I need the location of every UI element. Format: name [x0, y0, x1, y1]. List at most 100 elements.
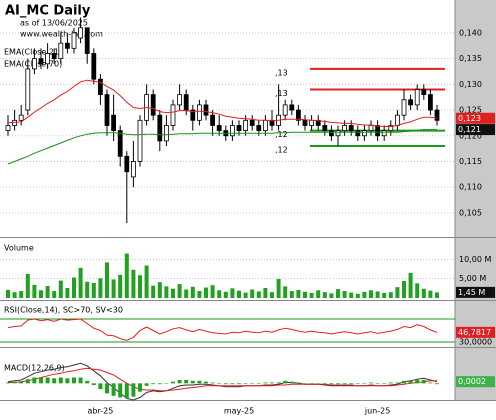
bar: [415, 283, 420, 298]
candle-body: [381, 130, 387, 137]
bar: [25, 379, 30, 384]
y-tick-label: 0,130: [459, 80, 482, 89]
bar: [217, 383, 222, 384]
bar: [52, 378, 57, 384]
candle-body: [163, 125, 169, 142]
y-tick-label: 0,135: [459, 54, 482, 63]
candle-body: [401, 99, 407, 116]
bar: [322, 292, 327, 298]
candle-body: [229, 125, 235, 137]
bar: [157, 282, 162, 298]
series-line: [8, 367, 437, 392]
bar: [105, 383, 109, 394]
value-label-box: [456, 124, 495, 136]
candle-body: [328, 130, 334, 137]
candle-body: [309, 119, 315, 126]
bar: [369, 290, 373, 298]
candle-body: [414, 89, 420, 106]
candle-body: [368, 125, 374, 132]
bar: [91, 383, 96, 385]
bar: [362, 383, 367, 384]
bar: [6, 382, 10, 384]
bar: [303, 291, 307, 298]
bar: [349, 383, 354, 385]
bar: [39, 290, 43, 298]
bar: [342, 383, 347, 385]
value-label-box: [456, 112, 495, 124]
value-label: 46,7817: [458, 328, 491, 337]
bar: [375, 291, 380, 298]
bar: [151, 383, 156, 385]
bar: [105, 262, 109, 298]
candle-body: [361, 130, 367, 137]
bar: [263, 382, 268, 384]
candle-body: [157, 114, 163, 142]
candle-body: [32, 58, 37, 70]
bar: [223, 383, 228, 385]
candle-body: [137, 119, 143, 162]
value-label: 0,0002: [458, 377, 486, 386]
bar: [91, 282, 96, 298]
bar: [190, 286, 195, 298]
level-label: ,12: [275, 146, 288, 155]
candle-body: [342, 125, 348, 132]
bar: [98, 278, 103, 298]
panel-title: RSI(Close,14), SC>70, SV<30: [4, 306, 123, 315]
candle-body: [243, 119, 249, 132]
bar: [395, 382, 400, 384]
candle-body: [91, 53, 97, 80]
candle-body: [427, 94, 433, 111]
candle-body: [5, 125, 11, 132]
bar: [210, 382, 215, 384]
bar: [289, 381, 294, 384]
candle-body: [104, 94, 110, 126]
candle-body: [394, 114, 400, 126]
legend-entry: EMA(Close,21): [4, 48, 62, 57]
candle-body: [262, 119, 268, 132]
bar: [12, 381, 17, 384]
bar: [435, 383, 439, 385]
y-tick-label: 0,140: [459, 28, 482, 37]
y-tick-label: 0,120: [459, 131, 482, 140]
bar: [408, 380, 413, 384]
bar: [402, 380, 406, 384]
bar: [322, 383, 327, 385]
series-line: [7, 129, 437, 165]
bar: [230, 288, 235, 298]
bar: [276, 279, 281, 298]
candle-body: [322, 125, 328, 132]
bar: [309, 383, 314, 384]
candle-body: [183, 94, 189, 111]
bar: [32, 377, 37, 384]
bar: [164, 383, 169, 384]
bar: [408, 272, 413, 298]
bar: [210, 285, 215, 298]
bar: [237, 290, 241, 298]
value-label-box: [456, 376, 495, 388]
candle-body: [130, 161, 136, 178]
bar: [395, 287, 400, 298]
bar: [85, 281, 90, 298]
candle-body: [289, 104, 295, 111]
bar: [138, 275, 142, 298]
bar: [204, 287, 208, 298]
bar: [263, 287, 268, 298]
y-tick-label: 30,0000: [459, 338, 492, 347]
bar: [230, 383, 235, 385]
candle-body: [51, 53, 57, 60]
bar: [283, 286, 288, 298]
bar: [382, 292, 387, 298]
bar: [52, 291, 57, 298]
bar: [197, 291, 202, 298]
bar: [223, 291, 228, 298]
bar: [329, 383, 334, 385]
bar: [98, 383, 103, 390]
bar: [184, 289, 189, 298]
candle-body: [65, 42, 70, 49]
panel-title: MACD(12,26,9): [4, 364, 65, 373]
bar: [402, 280, 406, 298]
bar: [85, 380, 90, 384]
y-tick-label: 0,110: [459, 183, 482, 192]
